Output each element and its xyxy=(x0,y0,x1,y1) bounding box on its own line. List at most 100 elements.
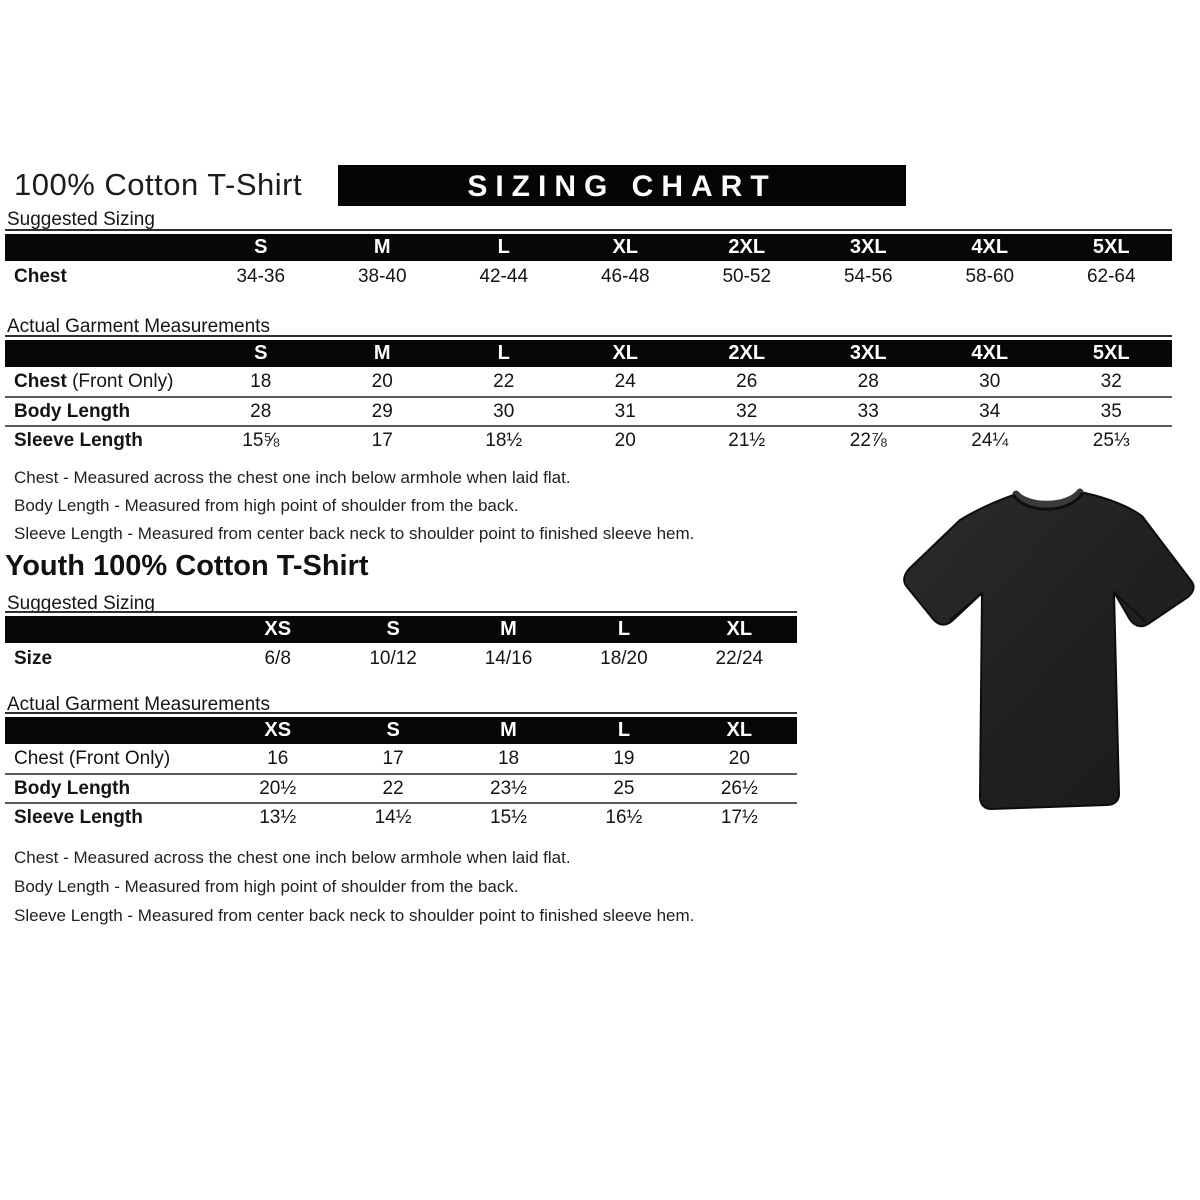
size-header: S xyxy=(254,236,268,258)
cell: 58-60 xyxy=(965,266,1015,287)
cell: 42-44 xyxy=(479,266,529,287)
size-row: Size 6/8 10/12 14/16 18/20 22/24 xyxy=(5,643,797,675)
size-header: 5XL xyxy=(1092,342,1130,364)
row-label-suffix: (Front Only) xyxy=(66,370,174,392)
size-header: 5XL xyxy=(1092,236,1130,258)
cell: 32 xyxy=(1100,370,1122,392)
cell: 31 xyxy=(614,400,636,422)
cell: 22/24 xyxy=(715,648,764,669)
size-header: XL xyxy=(612,236,639,258)
body-length-row: Body Length 28 29 30 31 32 33 34 35 xyxy=(5,396,1172,425)
cell: 17 xyxy=(382,747,404,769)
cell: 25⅓ xyxy=(1092,429,1130,451)
size-header: M xyxy=(500,618,517,640)
cell: 10/12 xyxy=(369,648,417,669)
size-header-row: S M L XL 2XL 3XL 4XL 5XL xyxy=(5,234,1172,261)
note-chest: Chest - Measured across the chest one in… xyxy=(14,468,571,487)
row-label: Body Length xyxy=(14,400,131,422)
cell: 21½ xyxy=(728,429,766,451)
youth-suggested-sizing-table: XS S M L XL Size 6/8 10/12 14/16 18/20 2… xyxy=(5,611,797,675)
cell: 22 xyxy=(493,370,515,392)
sleeve-length-row: Sleeve Length 13½ 14½ 15½ 16½ 17½ xyxy=(5,802,797,831)
cell: 46-48 xyxy=(600,266,650,287)
table-top-border xyxy=(5,611,797,613)
note-body-length: Body Length - Measured from high point o… xyxy=(14,496,519,515)
cell: 24 xyxy=(614,370,636,392)
tshirt-right-sleeve-crease xyxy=(1113,591,1147,623)
note-chest: Chest - Measured across the chest one in… xyxy=(14,848,571,867)
cell: 29 xyxy=(371,400,393,422)
size-header: XL xyxy=(612,342,639,364)
cell: 35 xyxy=(1100,400,1122,422)
cell: 20½ xyxy=(259,777,297,799)
note-sleeve-length: Sleeve Length - Measured from center bac… xyxy=(14,524,695,543)
sleeve-length-row: Sleeve Length 15⅝ 17 18½ 20 21½ 22⅞ 24¼ … xyxy=(5,425,1172,454)
cell: 26½ xyxy=(720,777,758,799)
table-top-border xyxy=(5,712,797,714)
row-label: Sleeve Length xyxy=(14,429,143,451)
size-header: XL xyxy=(726,618,753,640)
cell: 13½ xyxy=(259,806,297,828)
tshirt-image xyxy=(898,472,1198,812)
cell: 18 xyxy=(497,747,520,769)
cell: 38-40 xyxy=(357,266,407,287)
size-header: L xyxy=(617,719,631,741)
tshirt-body xyxy=(903,491,1195,810)
cell: 16½ xyxy=(605,806,643,828)
sizing-chart-banner: SIZING CHART xyxy=(338,165,906,206)
cell: 22⅞ xyxy=(849,429,887,451)
size-header: XL xyxy=(726,719,753,741)
row-label: Chest xyxy=(14,266,67,287)
cell: 20 xyxy=(614,429,636,451)
cell: 14/16 xyxy=(484,648,533,669)
cell: 34-36 xyxy=(236,266,286,287)
size-header: S xyxy=(386,719,400,741)
tshirt-left-sleeve-crease xyxy=(949,592,983,621)
row-label: Body Length xyxy=(14,777,131,799)
cell: 15⅝ xyxy=(242,429,280,451)
cell: 15½ xyxy=(490,806,527,828)
table-top-border xyxy=(5,229,1172,231)
size-header: L xyxy=(617,618,631,640)
row-label: Sleeve Length xyxy=(14,806,143,828)
cell: 17½ xyxy=(720,806,758,828)
size-header: 3XL xyxy=(849,342,887,364)
row-label-main: Chest xyxy=(14,370,67,392)
cell: 20 xyxy=(371,370,393,392)
note-body-length: Body Length - Measured from high point o… xyxy=(14,877,519,896)
size-header: 3XL xyxy=(849,236,887,258)
size-header: 2XL xyxy=(728,342,766,364)
size-header: S xyxy=(386,618,400,640)
cell: 18 xyxy=(250,370,272,392)
size-header-row: S M L XL 2XL 3XL 4XL 5XL xyxy=(5,340,1172,367)
cell: 30 xyxy=(493,400,515,422)
size-header: L xyxy=(497,342,510,364)
cell: 25 xyxy=(613,777,635,799)
chest-front-only-row: Chest (Front Only) 16 17 18 19 20 xyxy=(5,744,797,773)
adult-actual-measurements-label: Actual Garment Measurements xyxy=(7,316,270,337)
cell: 20 xyxy=(728,747,750,769)
size-header: 4XL xyxy=(971,236,1009,258)
size-header: M xyxy=(373,342,391,364)
row-label: Chest (Front Only) xyxy=(14,747,171,769)
cell: 19 xyxy=(613,747,635,769)
cell: 50-52 xyxy=(722,266,772,287)
cell: 28 xyxy=(250,400,272,422)
size-header: L xyxy=(497,236,510,258)
tshirt-collar xyxy=(1012,488,1084,508)
cell: 62-64 xyxy=(1086,266,1136,287)
youth-suggested-sizing-label: Suggested Sizing xyxy=(7,593,155,614)
cell: 30 xyxy=(979,370,1001,392)
size-header-row: XS S M L XL xyxy=(5,616,797,643)
adult-suggested-sizing-table: S M L XL 2XL 3XL 4XL 5XL Chest 34-36 38-… xyxy=(5,229,1172,293)
black-tshirt-graphic xyxy=(903,488,1195,810)
tshirt-collar-shadow xyxy=(1012,492,1084,511)
body-length-row: Body Length 20½ 22 23½ 25 26½ xyxy=(5,773,797,802)
size-header: S xyxy=(254,342,268,364)
cell: 23½ xyxy=(490,777,527,799)
cell: 24¼ xyxy=(971,429,1009,451)
cell: 18/20 xyxy=(600,648,648,669)
adult-actual-measurements-table: S M L XL 2XL 3XL 4XL 5XL Chest (Front On… xyxy=(5,335,1172,454)
cell: 32 xyxy=(736,400,758,422)
